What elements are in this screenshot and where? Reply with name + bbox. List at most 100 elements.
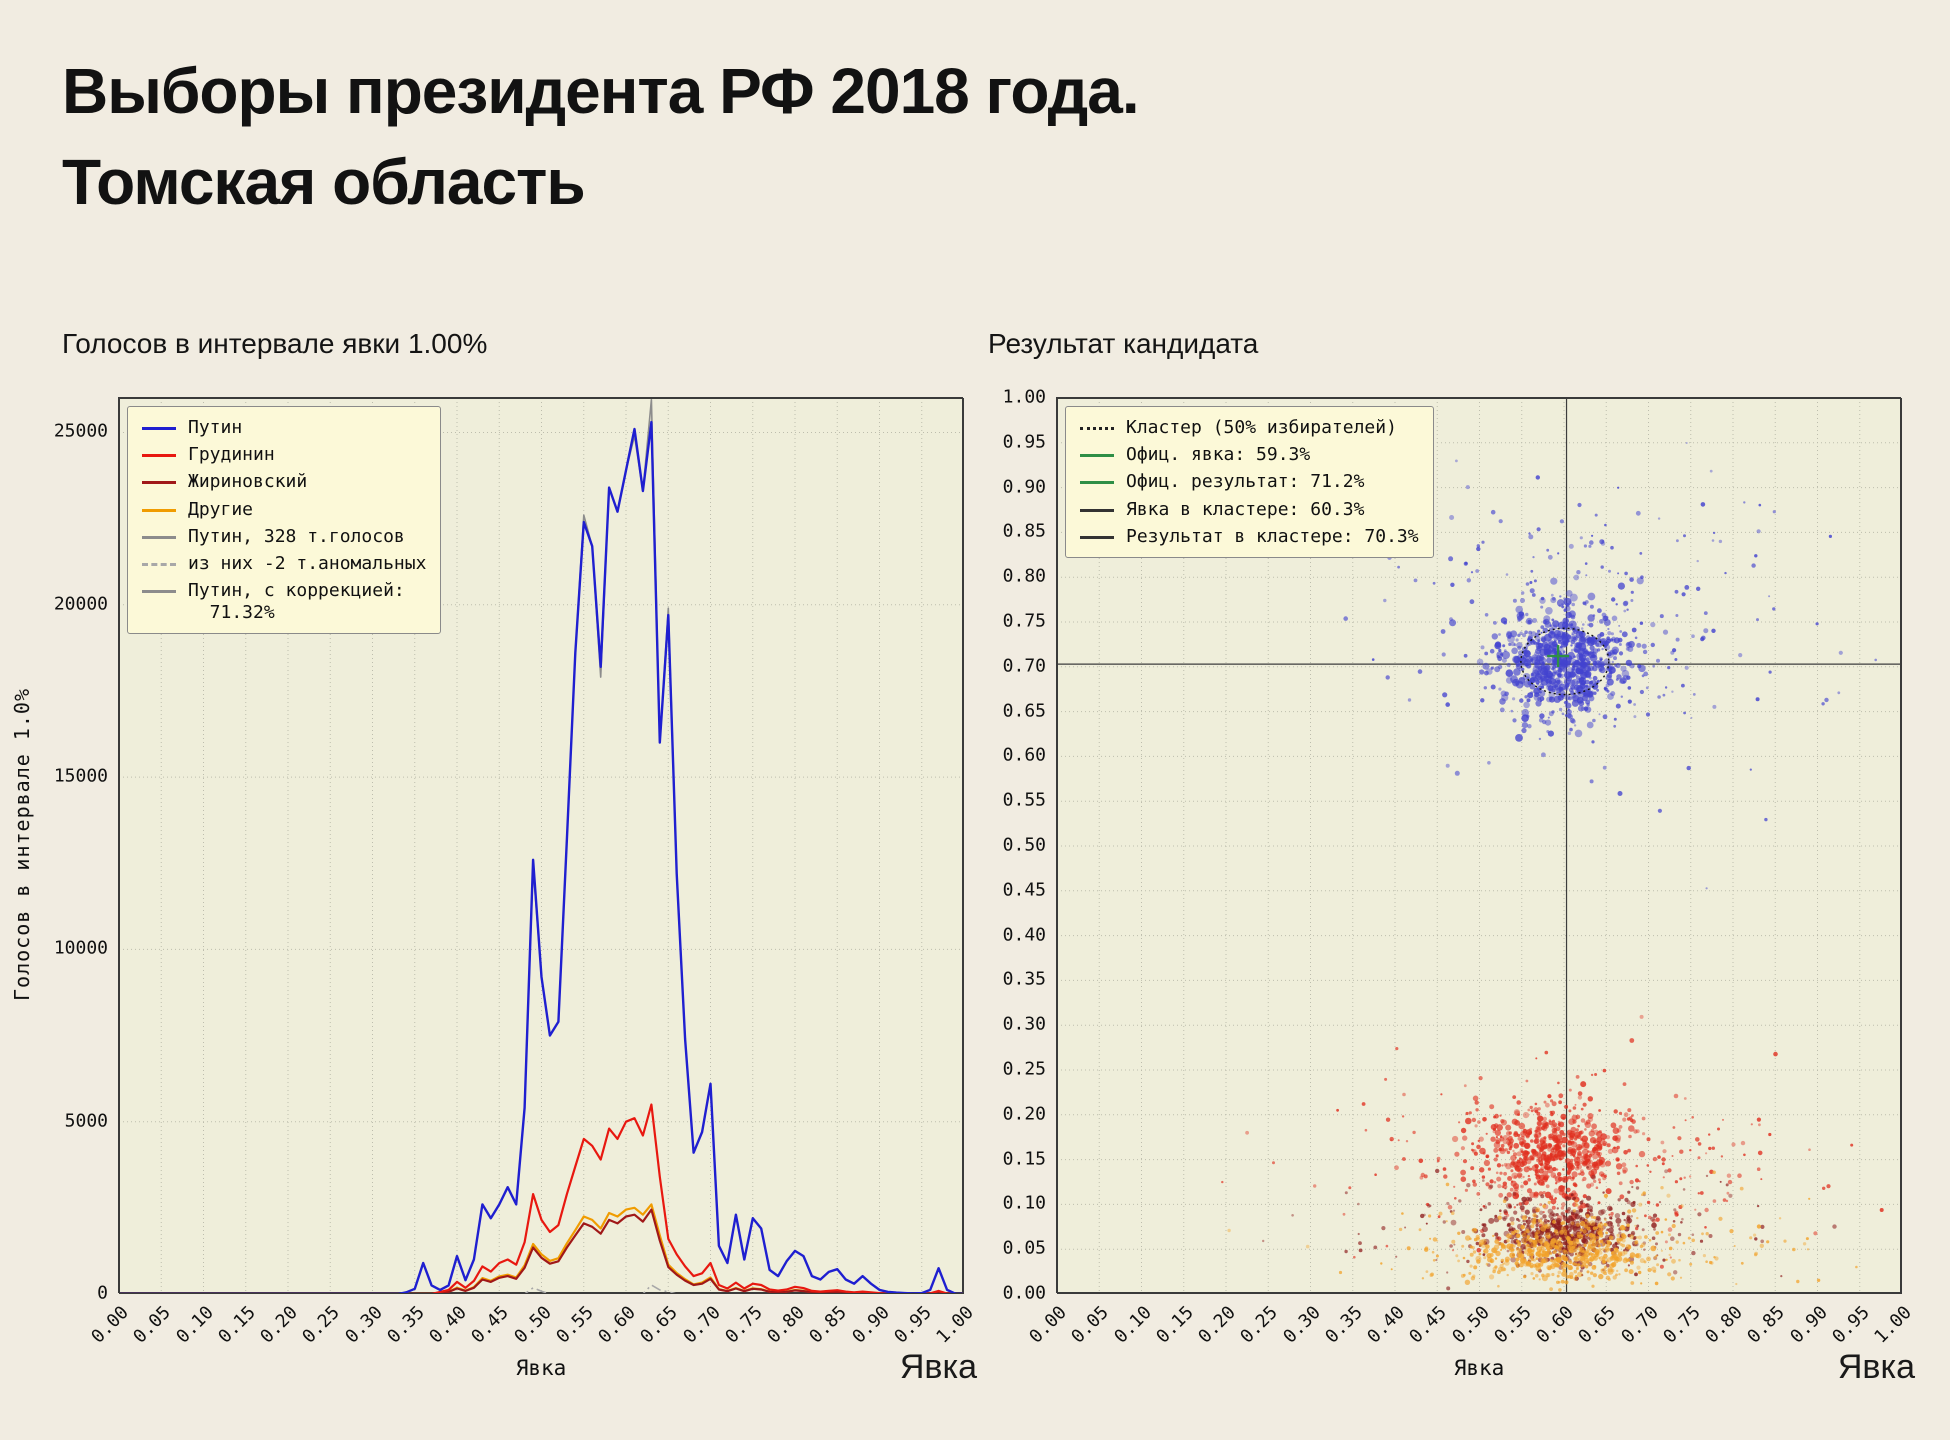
x-tick-label: 0.05 bbox=[1067, 1302, 1114, 1348]
legend-item: Грудинин bbox=[142, 444, 426, 465]
legend-swatch bbox=[142, 427, 176, 430]
y-tick-label: 0.00 bbox=[1002, 1282, 1046, 1304]
x-tick-label: 0.65 bbox=[636, 1302, 683, 1348]
right-chart-xlabel: Явка bbox=[1453, 1356, 1505, 1380]
legend-swatch bbox=[142, 508, 176, 512]
x-tick-label: 0.80 bbox=[1701, 1302, 1747, 1348]
x-tick-label: 0.90 bbox=[1785, 1302, 1832, 1348]
scatter-cluster-grudinin-spread bbox=[1221, 1014, 1884, 1269]
legend-swatch bbox=[142, 590, 176, 594]
y-tick-label: 0.75 bbox=[1002, 610, 1046, 632]
grid bbox=[119, 398, 964, 1294]
x-tick-label: 1.00 bbox=[1870, 1302, 1916, 1348]
x-tick-label: 0.20 bbox=[256, 1302, 302, 1348]
x-tick-label: 0.95 bbox=[890, 1302, 936, 1348]
y-tick-label: 0.55 bbox=[1002, 789, 1046, 811]
y-tick-label: 0.40 bbox=[1002, 924, 1046, 946]
x-tick-label: 0.85 bbox=[805, 1302, 852, 1348]
y-tick-label: 0.60 bbox=[1002, 744, 1046, 766]
x-tick-label: 0.50 bbox=[509, 1302, 556, 1348]
legend-label: из них -2 т.аномальных bbox=[188, 553, 427, 575]
x-tick-label: 1.00 bbox=[932, 1302, 978, 1348]
y-tick-label: 0.50 bbox=[1002, 834, 1046, 856]
y-tick-label: 0.90 bbox=[1002, 476, 1046, 498]
legend-swatch bbox=[142, 481, 176, 485]
x-tick-label: 0.70 bbox=[678, 1302, 725, 1348]
x-tick-label: 0.50 bbox=[1447, 1302, 1494, 1348]
x-tick-label: 0.80 bbox=[763, 1302, 809, 1348]
x-tick-label: 0.95 bbox=[1828, 1302, 1874, 1348]
x-tick-label: 0.00 bbox=[1025, 1302, 1071, 1348]
legend-item: Путин bbox=[142, 417, 426, 438]
x-tick-label: 0.75 bbox=[721, 1302, 767, 1348]
scatter-cluster-others-core bbox=[1418, 1207, 1719, 1285]
legend-item: из них -2 т.аномальных bbox=[142, 553, 426, 574]
y-tick-label: 0.95 bbox=[1002, 431, 1046, 453]
scatter-cluster-others-spread bbox=[1227, 1170, 1858, 1292]
x-tick-label: 0.45 bbox=[467, 1302, 514, 1348]
legend-item: Другие bbox=[142, 499, 426, 520]
x-tick-label: 0.15 bbox=[1152, 1302, 1198, 1348]
legend-label: Другие bbox=[188, 498, 254, 520]
x-tick-label: 0.10 bbox=[1109, 1302, 1156, 1348]
y-tick-label: 25000 bbox=[53, 420, 108, 442]
y-tick-label: 0.05 bbox=[1002, 1237, 1046, 1259]
page-title: Выборы президента РФ 2018 года. Томская … bbox=[62, 46, 1140, 228]
x-tick-label: 0.15 bbox=[214, 1302, 260, 1348]
y-tick-label: 1.00 bbox=[1002, 386, 1046, 408]
legend-label: Жириновский bbox=[188, 471, 308, 493]
y-tick-label: 0.35 bbox=[1002, 968, 1046, 990]
legend-swatch bbox=[1080, 427, 1114, 430]
legend-label: Путин bbox=[188, 417, 243, 438]
legend-item: Результат в кластере: 70.3% bbox=[1080, 526, 1419, 547]
left-chart-xlabel-big: Явка bbox=[899, 1348, 977, 1386]
y-tick-label: 0.65 bbox=[1002, 700, 1046, 722]
legend-label: Путин, с коррекцией: 71.32% bbox=[188, 580, 405, 623]
legend-swatch bbox=[1080, 535, 1114, 539]
x-tick-label: 0.90 bbox=[847, 1302, 894, 1348]
x-tick-label: 0.85 bbox=[1743, 1302, 1790, 1348]
y-tick-label: 0.10 bbox=[1002, 1192, 1046, 1214]
line-series-0 bbox=[119, 420, 964, 1294]
legend-swatch bbox=[142, 563, 176, 567]
left-chart-xlabel: Явка bbox=[515, 1356, 567, 1380]
left-chart-legend: Путин Грудинин Жириновский Другие Путин, 328… bbox=[127, 406, 442, 634]
left-line-chart-svg bbox=[119, 398, 964, 1294]
y-tick-label: 0 bbox=[97, 1282, 108, 1304]
legend-label: Грудинин bbox=[188, 444, 275, 466]
legend-swatch bbox=[1080, 508, 1114, 512]
left-chart-title: Голосов в интервале явки 1.00% bbox=[62, 328, 488, 359]
legend-item: Путин, с коррекцией: 71.32% bbox=[142, 580, 426, 623]
y-tick-label: 0.20 bbox=[1002, 1103, 1046, 1125]
legend-item: Офиц. результат: 71.2% bbox=[1080, 471, 1419, 492]
x-tick-label: 0.55 bbox=[1490, 1302, 1536, 1348]
y-tick-label: 10000 bbox=[53, 937, 108, 959]
left-line-chart-plot-area: Путин Грудинин Жириновский Другие Путин, 328… bbox=[118, 397, 964, 1294]
y-tick-label: 0.80 bbox=[1002, 565, 1046, 587]
x-tick-label: 0.40 bbox=[425, 1302, 471, 1348]
x-tick-label: 0.45 bbox=[1405, 1302, 1452, 1348]
right-chart-title: Результат кандидата bbox=[988, 328, 1259, 359]
x-tick-label: 0.25 bbox=[298, 1302, 345, 1348]
x-tick-label: 0.65 bbox=[1574, 1302, 1621, 1348]
page-title-line2: Томская область bbox=[62, 145, 586, 218]
x-tick-label: 0.70 bbox=[1616, 1302, 1663, 1348]
y-tick-label: 0.70 bbox=[1002, 655, 1046, 677]
x-tick-label: 0.60 bbox=[1532, 1302, 1578, 1348]
x-tick-label: 0.00 bbox=[87, 1302, 133, 1348]
legend-item: Жириновский bbox=[142, 471, 426, 492]
line-series-5 bbox=[119, 1284, 964, 1294]
scatter-cluster-putin-outliers bbox=[1624, 442, 1877, 890]
plot-border bbox=[119, 398, 964, 1294]
y-tick-label: 0.30 bbox=[1002, 1013, 1046, 1035]
legend-swatch bbox=[142, 454, 176, 458]
legend-label: Офиц. результат: 71.2% bbox=[1126, 471, 1365, 493]
legend-label: Путин, 328 т.голосов bbox=[188, 525, 405, 547]
legend-item: Явка в кластере: 60.3% bbox=[1080, 499, 1419, 520]
x-tick-label: 0.75 bbox=[1659, 1302, 1705, 1348]
legend-item: Офиц. явка: 59.3% bbox=[1080, 444, 1419, 465]
y-tick-label: 15000 bbox=[53, 765, 108, 787]
legend-swatch bbox=[1080, 481, 1114, 485]
right-scatter-chart-plot-area: Кластер (50% избирателей) Офиц. явка: 59.… bbox=[1056, 397, 1902, 1294]
